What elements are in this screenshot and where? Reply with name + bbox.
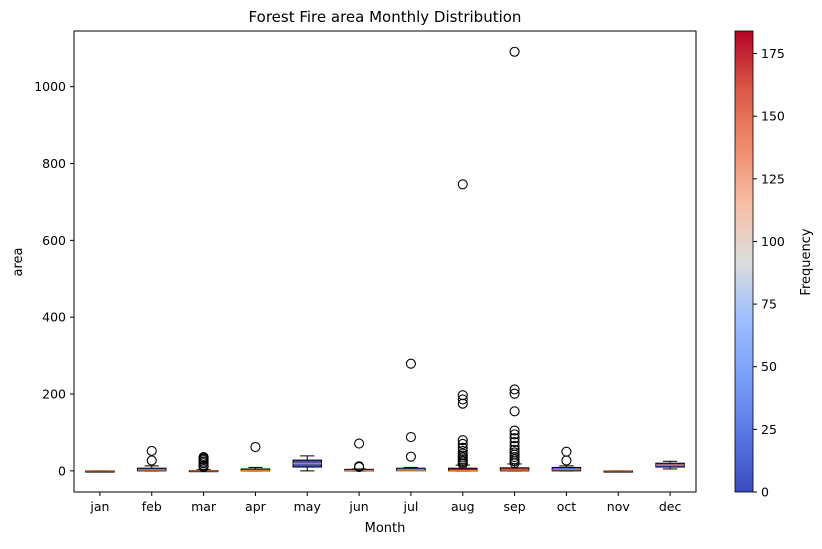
box-dec	[656, 461, 685, 469]
outlier-point	[147, 456, 156, 465]
outlier-point	[510, 407, 519, 416]
box-aug	[448, 180, 477, 471]
x-tick-label: mar	[191, 499, 217, 514]
x-tick-label: jul	[402, 499, 418, 514]
x-tick-label: aug	[451, 499, 475, 514]
y-axis: 0 200 400 600 800 1000	[34, 79, 74, 478]
colorbar-tick-label: 50	[761, 359, 777, 374]
x-tick-label: dec	[659, 499, 682, 514]
colorbar-tick-label: 75	[761, 297, 777, 312]
outlier-point	[562, 456, 571, 465]
x-tick-label: feb	[142, 499, 162, 514]
box-jun	[345, 439, 374, 471]
colorbar-axis: 0 25 50 75 100 125 150 175	[753, 46, 785, 499]
box-apr	[241, 443, 270, 471]
outlier-point	[147, 446, 156, 455]
colorbar-tick-label: 125	[761, 171, 785, 186]
box-oct	[552, 447, 581, 471]
y-tick-label: 600	[42, 233, 66, 248]
x-tick-label: oct	[557, 499, 577, 514]
box-jan	[86, 471, 115, 472]
y-tick-label: 800	[42, 156, 66, 171]
box-may	[293, 456, 322, 471]
chart-title: Forest Fire area Monthly Distribution	[249, 8, 522, 26]
outlier-point	[510, 47, 519, 56]
x-axis-label: Month	[365, 521, 406, 536]
y-tick-label: 200	[42, 387, 66, 402]
x-tick-label: apr	[245, 499, 267, 514]
box-mar	[189, 453, 218, 472]
box-feb	[137, 446, 166, 470]
y-tick-label: 1000	[34, 79, 66, 94]
box-sep	[500, 47, 529, 471]
x-tick-label: may	[294, 499, 322, 514]
x-tick-label: jan	[89, 499, 109, 514]
box-jul	[397, 359, 426, 471]
plot-frame	[74, 31, 696, 492]
outlier-point	[406, 452, 415, 461]
x-tick-label: nov	[607, 499, 631, 514]
colorbar-tick-label: 0	[761, 485, 769, 500]
y-tick-label: 0	[58, 463, 66, 478]
colorbar-tick-label: 25	[761, 422, 777, 437]
colorbar	[735, 31, 753, 492]
outlier-point	[406, 359, 415, 368]
outlier-point	[251, 443, 260, 452]
colorbar-tick-label: 150	[761, 109, 785, 124]
colorbar-tick-label: 175	[761, 46, 785, 61]
plot-area	[86, 47, 685, 472]
box-nov	[604, 471, 633, 472]
outlier-point	[562, 447, 571, 456]
x-tick-label: sep	[504, 499, 526, 514]
outlier-point	[458, 180, 467, 189]
colorbar-tick-label: 100	[761, 234, 785, 249]
outlier-point	[355, 439, 364, 448]
outlier-point	[406, 433, 415, 442]
colorbar-label: Frequency	[799, 228, 814, 295]
x-axis: jan feb mar apr may jun jul aug sep oct nov dec	[89, 492, 681, 514]
y-tick-label: 400	[42, 310, 66, 325]
y-axis-label: area	[11, 248, 26, 277]
x-tick-label: jun	[348, 499, 368, 514]
